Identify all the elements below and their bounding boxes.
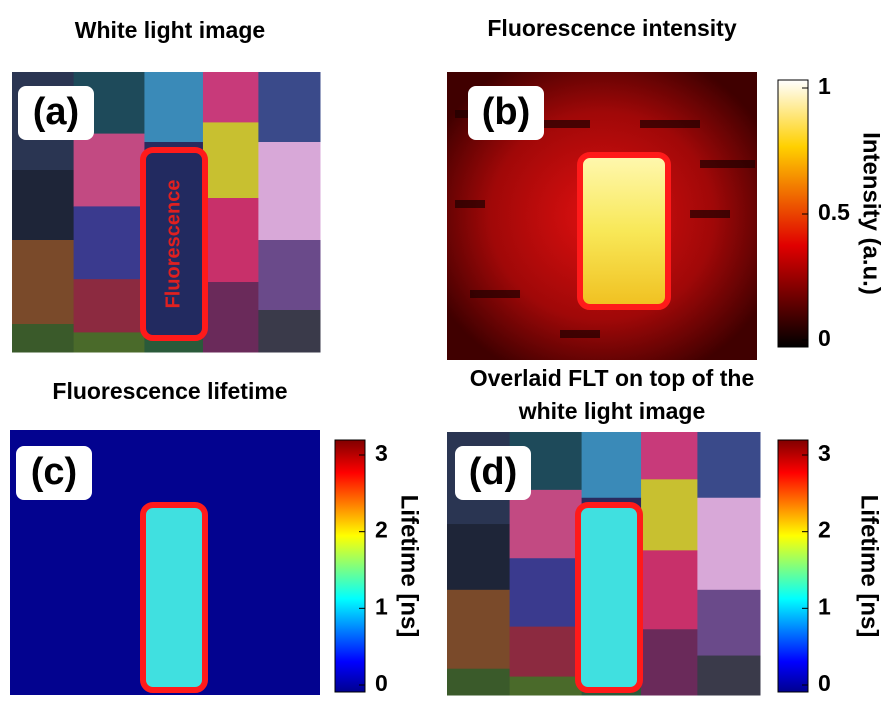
colorbar-tick-label: 1	[375, 593, 388, 619]
mosaic-tile	[641, 629, 698, 695]
mosaic-tile	[447, 669, 510, 696]
colorbar-tick-label: 2	[375, 517, 388, 543]
figure: Fluorescence (a) (b) (c) (d) White light…	[0, 0, 890, 707]
mosaic-tile	[697, 590, 760, 656]
panel-title: white light image	[518, 398, 706, 424]
mosaic-tile	[203, 72, 259, 123]
mosaic-tile	[582, 432, 642, 498]
brick-line	[455, 200, 485, 208]
panel-label: (b)	[482, 91, 531, 133]
brick-line	[640, 120, 700, 128]
colorbar-label: Lifetime [ns]	[856, 495, 883, 638]
panel-title: Fluorescence intensity	[487, 15, 736, 41]
mosaic-tile	[74, 206, 145, 279]
colorbar	[778, 440, 808, 692]
mosaic-tile	[203, 122, 259, 198]
mosaic-tile	[144, 72, 203, 143]
mosaic-tile	[510, 627, 582, 677]
mosaic-tile	[74, 332, 145, 352]
mosaic-tile	[258, 310, 320, 353]
mosaic-tile	[203, 198, 259, 283]
mosaic-tile	[510, 490, 582, 559]
roi-box	[580, 155, 668, 307]
mosaic-tile	[258, 240, 320, 311]
mosaic-tile	[74, 279, 145, 333]
colorbar-tick-label: 0.5	[818, 199, 850, 225]
brick-line	[700, 160, 755, 168]
brick-line	[540, 120, 590, 128]
colorbar	[335, 440, 365, 692]
mosaic-tile	[641, 550, 698, 629]
mosaic-tile	[447, 524, 510, 590]
roi-annotation: Fluorescence	[162, 180, 184, 309]
colorbar-tick-label: 0	[818, 325, 831, 351]
mosaic-tile	[258, 72, 320, 143]
brick-line	[470, 290, 520, 298]
panel-title: Overlaid FLT on top of the	[470, 365, 755, 391]
mosaic-tile	[510, 677, 582, 696]
colorbar-label: Lifetime [ns]	[396, 495, 423, 638]
mosaic-tile	[447, 590, 510, 669]
brick-line	[560, 330, 600, 338]
panel-label: (c)	[31, 451, 77, 493]
colorbar-tick-label: 3	[375, 440, 388, 466]
mosaic-tile	[697, 498, 760, 591]
roi-box	[143, 505, 205, 690]
panel-label: (a)	[33, 91, 79, 133]
mosaic-tile	[697, 432, 760, 498]
colorbar-tick-label: 0	[818, 670, 831, 696]
mosaic-tile	[641, 479, 698, 551]
mosaic-tile	[697, 656, 760, 696]
panel-label: (d)	[469, 451, 518, 493]
colorbar-tick-label: 1	[818, 593, 831, 619]
colorbar-label: Intensity (a.u.)	[858, 132, 885, 295]
mosaic-tile	[510, 558, 582, 627]
mosaic-tile	[12, 324, 74, 353]
roi-box	[578, 505, 640, 690]
brick-line	[690, 210, 730, 218]
mosaic-tile	[12, 170, 74, 241]
mosaic-tile	[74, 134, 145, 207]
mosaic-tile	[12, 240, 74, 325]
colorbar-tick-label: 1	[818, 73, 831, 99]
colorbar-tick-label: 2	[818, 517, 831, 543]
panel-title: White light image	[75, 17, 265, 43]
mosaic-tile	[258, 142, 320, 241]
colorbar-tick-label: 0	[375, 670, 388, 696]
mosaic-tile	[203, 282, 259, 353]
mosaic-tile	[641, 432, 698, 480]
colorbar-tick-label: 3	[818, 440, 831, 466]
panel-title: Fluorescence lifetime	[52, 378, 287, 404]
